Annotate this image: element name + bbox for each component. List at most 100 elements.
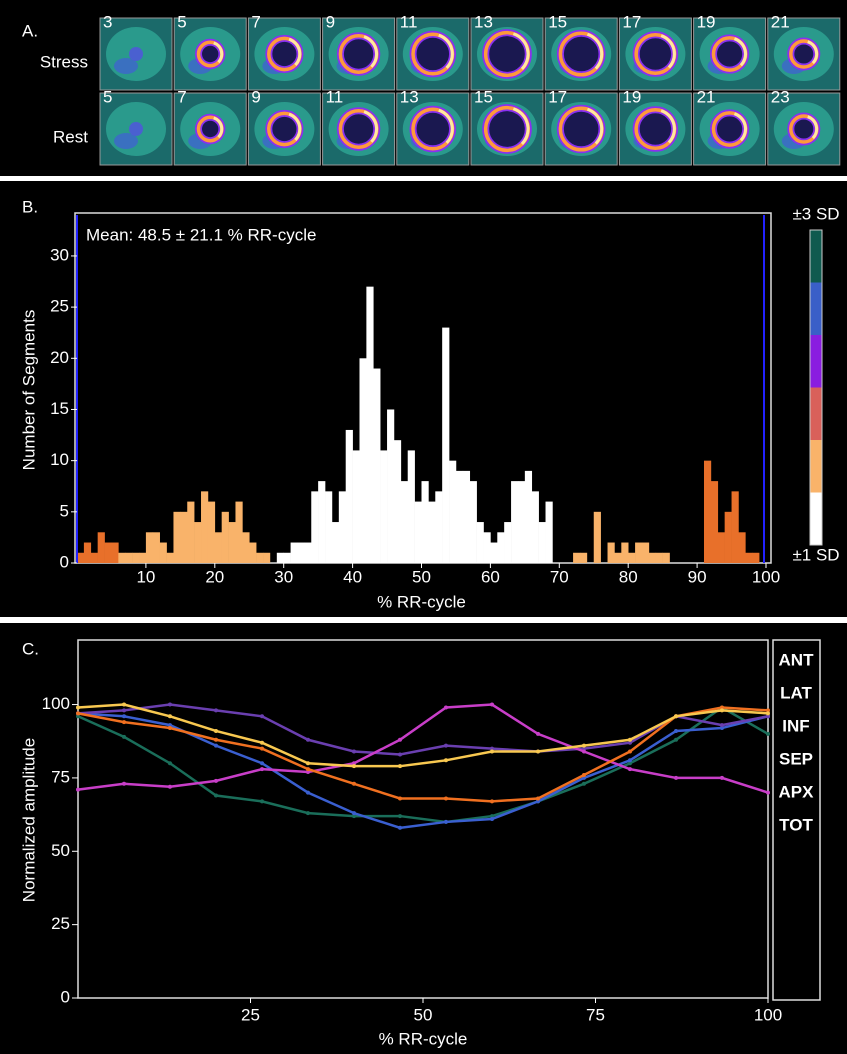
point <box>122 782 126 786</box>
point <box>398 826 402 830</box>
slice-number: 11 <box>400 12 418 31</box>
slice-number: 7 <box>177 87 186 106</box>
x-tick-label: 100 <box>752 567 780 586</box>
slice-number: 15 <box>548 12 567 31</box>
colorbar-label: ±1 SD <box>792 545 839 564</box>
y-tick-label: 0 <box>61 987 70 1006</box>
point <box>582 750 586 754</box>
x-tick-label: 10 <box>136 567 155 586</box>
point <box>444 820 448 824</box>
slice-number: 13 <box>474 12 493 31</box>
bar <box>608 543 615 563</box>
x-axis-label: % RR-cycle <box>377 592 466 611</box>
bar <box>77 553 84 563</box>
point <box>76 705 80 709</box>
bar <box>663 553 670 563</box>
x-tick-label: 80 <box>619 567 638 586</box>
row-label: Stress <box>40 52 88 71</box>
page: A. B. C. Stress3579111315171921Rest57911… <box>0 0 847 1054</box>
slice-number: 17 <box>622 12 641 31</box>
legend-entry: TOT <box>779 815 813 834</box>
slice-number: 19 <box>622 87 641 106</box>
point <box>536 750 540 754</box>
x-tick-label: 20 <box>205 567 224 586</box>
bar <box>635 543 642 563</box>
y-tick-label: 20 <box>50 348 69 367</box>
colorbar-segment <box>810 493 822 546</box>
bar <box>146 532 153 563</box>
point <box>306 761 310 765</box>
bar <box>532 491 539 563</box>
bar <box>504 522 511 563</box>
legend-entry: APX <box>779 782 815 801</box>
point <box>76 711 80 715</box>
point <box>398 738 402 742</box>
bar <box>580 553 587 563</box>
point <box>168 761 172 765</box>
bar <box>98 532 105 563</box>
bar <box>752 553 759 563</box>
point <box>628 750 632 754</box>
legend-entry: SEP <box>779 749 813 768</box>
point <box>122 714 126 718</box>
bar <box>291 543 298 563</box>
bar <box>373 369 380 563</box>
point <box>398 752 402 756</box>
point <box>260 741 264 745</box>
bar <box>118 553 125 563</box>
point <box>444 796 448 800</box>
bar <box>284 553 291 563</box>
point <box>444 744 448 748</box>
row-label: Rest <box>53 127 88 146</box>
point <box>536 796 540 800</box>
bar <box>235 502 242 563</box>
bar <box>366 287 373 563</box>
bar <box>132 553 139 563</box>
point <box>122 708 126 712</box>
bar <box>318 481 325 563</box>
bar <box>277 553 284 563</box>
point <box>352 750 356 754</box>
point <box>674 714 678 718</box>
x-tick-label: 60 <box>481 567 500 586</box>
point <box>628 758 632 762</box>
bar <box>139 553 146 563</box>
panel-c-bg <box>0 623 847 1054</box>
x-tick-label: 50 <box>412 567 431 586</box>
point <box>214 738 218 742</box>
point <box>260 767 264 771</box>
point <box>306 811 310 815</box>
x-tick-label: 100 <box>754 1005 782 1024</box>
y-axis-label: Number of Segments <box>19 310 38 471</box>
point <box>398 814 402 818</box>
point <box>674 776 678 780</box>
bar <box>105 543 112 563</box>
bar <box>511 481 518 563</box>
bar <box>111 543 118 563</box>
colorbar-segment <box>810 440 822 493</box>
bar <box>353 450 360 563</box>
point <box>490 750 494 754</box>
bar <box>256 553 263 563</box>
bar <box>546 502 553 563</box>
y-tick-label: 25 <box>51 914 70 933</box>
x-tick-label: 50 <box>414 1005 433 1024</box>
slice-number: 21 <box>771 12 790 31</box>
x-axis-label: % RR-cycle <box>379 1029 468 1048</box>
slice-number: 7 <box>251 12 260 31</box>
annotation: Mean: 48.5 ± 21.1 % RR-cycle <box>86 225 316 244</box>
point <box>214 708 218 712</box>
bar <box>394 440 401 563</box>
bar <box>518 481 525 563</box>
bar <box>573 553 580 563</box>
bar <box>745 553 752 563</box>
bar <box>201 491 208 563</box>
y-tick-label: 100 <box>42 694 70 713</box>
point <box>582 782 586 786</box>
point <box>122 720 126 724</box>
figure: A. B. C. Stress3579111315171921Rest57911… <box>0 0 847 1054</box>
panel-label: A. <box>22 21 38 40</box>
point <box>260 714 264 718</box>
bar <box>442 328 449 563</box>
y-axis-label: Normalized amplitude <box>19 738 38 902</box>
